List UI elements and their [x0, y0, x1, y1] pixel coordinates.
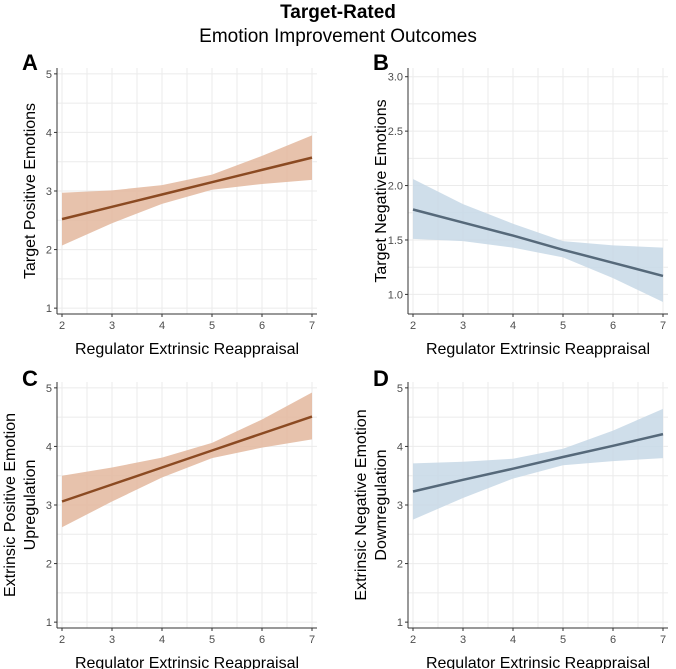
y-tick-label: 2.0 [388, 181, 403, 193]
x-tick-label: 7 [309, 634, 315, 646]
y-tick-label: 1 [397, 617, 403, 629]
y-tick-label: 4 [46, 441, 52, 453]
y-tick-label: 4 [397, 441, 403, 453]
regression-line [61, 415, 313, 503]
regression-line [412, 432, 664, 493]
y-axis-label: Extrinsic Negative Emotion [353, 409, 370, 600]
figure-title: Target-Rated [280, 2, 396, 23]
x-tick-label: 3 [109, 320, 115, 332]
panel-letter: C [22, 366, 38, 391]
y-axis-label: Downregulation [373, 449, 390, 560]
x-tick-label: 7 [660, 634, 666, 646]
panel-letter: D [373, 366, 389, 391]
x-tick-label: 2 [410, 320, 416, 332]
x-axis-label: Regulator Extrinsic Reappraisal [426, 341, 650, 358]
chart-panel-b: B 2 3 4 5 6 7 1.0 1.5 2.0 2.5 3.0 Regulator Extrinsi… [373, 50, 668, 358]
y-tick-label: 5 [46, 383, 52, 395]
y-tick-label: 3.0 [388, 72, 403, 84]
x-tick-label: 2 [410, 634, 416, 646]
x-tick-label: 7 [660, 320, 666, 332]
confidence-band [413, 408, 663, 520]
x-tick-label: 3 [460, 320, 466, 332]
x-tick-label: 4 [159, 320, 165, 332]
y-tick-label: 3 [46, 186, 52, 198]
figure-subtitle: Emotion Improvement Outcomes [199, 26, 477, 47]
x-tick-label: 6 [610, 320, 616, 332]
x-tick-label: 3 [109, 634, 115, 646]
confidence-band [62, 135, 312, 246]
y-tick-label: 2 [397, 559, 403, 571]
x-tick-label: 2 [59, 320, 65, 332]
x-axis-label: Regulator Extrinsic Reappraisal [75, 341, 299, 358]
y-axis-label: Target Positive Emotions [22, 103, 39, 279]
x-tick-label: 4 [510, 320, 516, 332]
y-tick-label: 2.5 [388, 126, 403, 138]
y-tick-label: 1.5 [388, 235, 403, 247]
x-tick-label: 5 [209, 320, 215, 332]
y-tick-label: 1.0 [388, 289, 403, 301]
x-tick-label: 7 [309, 320, 315, 332]
x-tick-label: 2 [59, 634, 65, 646]
x-tick-label: 5 [209, 634, 215, 646]
confidence-band [413, 179, 663, 302]
y-tick-label: 5 [397, 383, 403, 395]
regression-line [412, 208, 664, 278]
y-tick-label: 4 [46, 127, 52, 139]
x-tick-label: 5 [560, 320, 566, 332]
x-axis-label: Regulator Extrinsic Reappraisal [426, 655, 650, 669]
y-tick-label: 3 [397, 500, 403, 512]
x-tick-label: 3 [460, 634, 466, 646]
x-tick-label: 4 [510, 634, 516, 646]
x-tick-label: 6 [610, 634, 616, 646]
y-tick-label: 2 [46, 245, 52, 257]
x-tick-label: 5 [560, 634, 566, 646]
y-tick-label: 1 [46, 303, 52, 315]
y-axis-label: Extrinsic Positive Emotion [2, 413, 19, 597]
x-axis-label: Regulator Extrinsic Reappraisal [75, 655, 299, 669]
x-tick-label: 4 [159, 634, 165, 646]
panel-letter: A [22, 50, 38, 75]
panel-letter: B [373, 50, 389, 75]
y-axis-label: Target Negative Emotions [373, 99, 390, 282]
regression-line [61, 156, 313, 221]
x-tick-label: 6 [259, 320, 265, 332]
y-axis-label: Upregulation [22, 460, 39, 551]
y-tick-label: 3 [46, 500, 52, 512]
y-tick-label: 5 [46, 69, 52, 81]
x-tick-label: 6 [259, 634, 265, 646]
y-tick-label: 1 [46, 617, 52, 629]
y-tick-label: 2 [46, 559, 52, 571]
